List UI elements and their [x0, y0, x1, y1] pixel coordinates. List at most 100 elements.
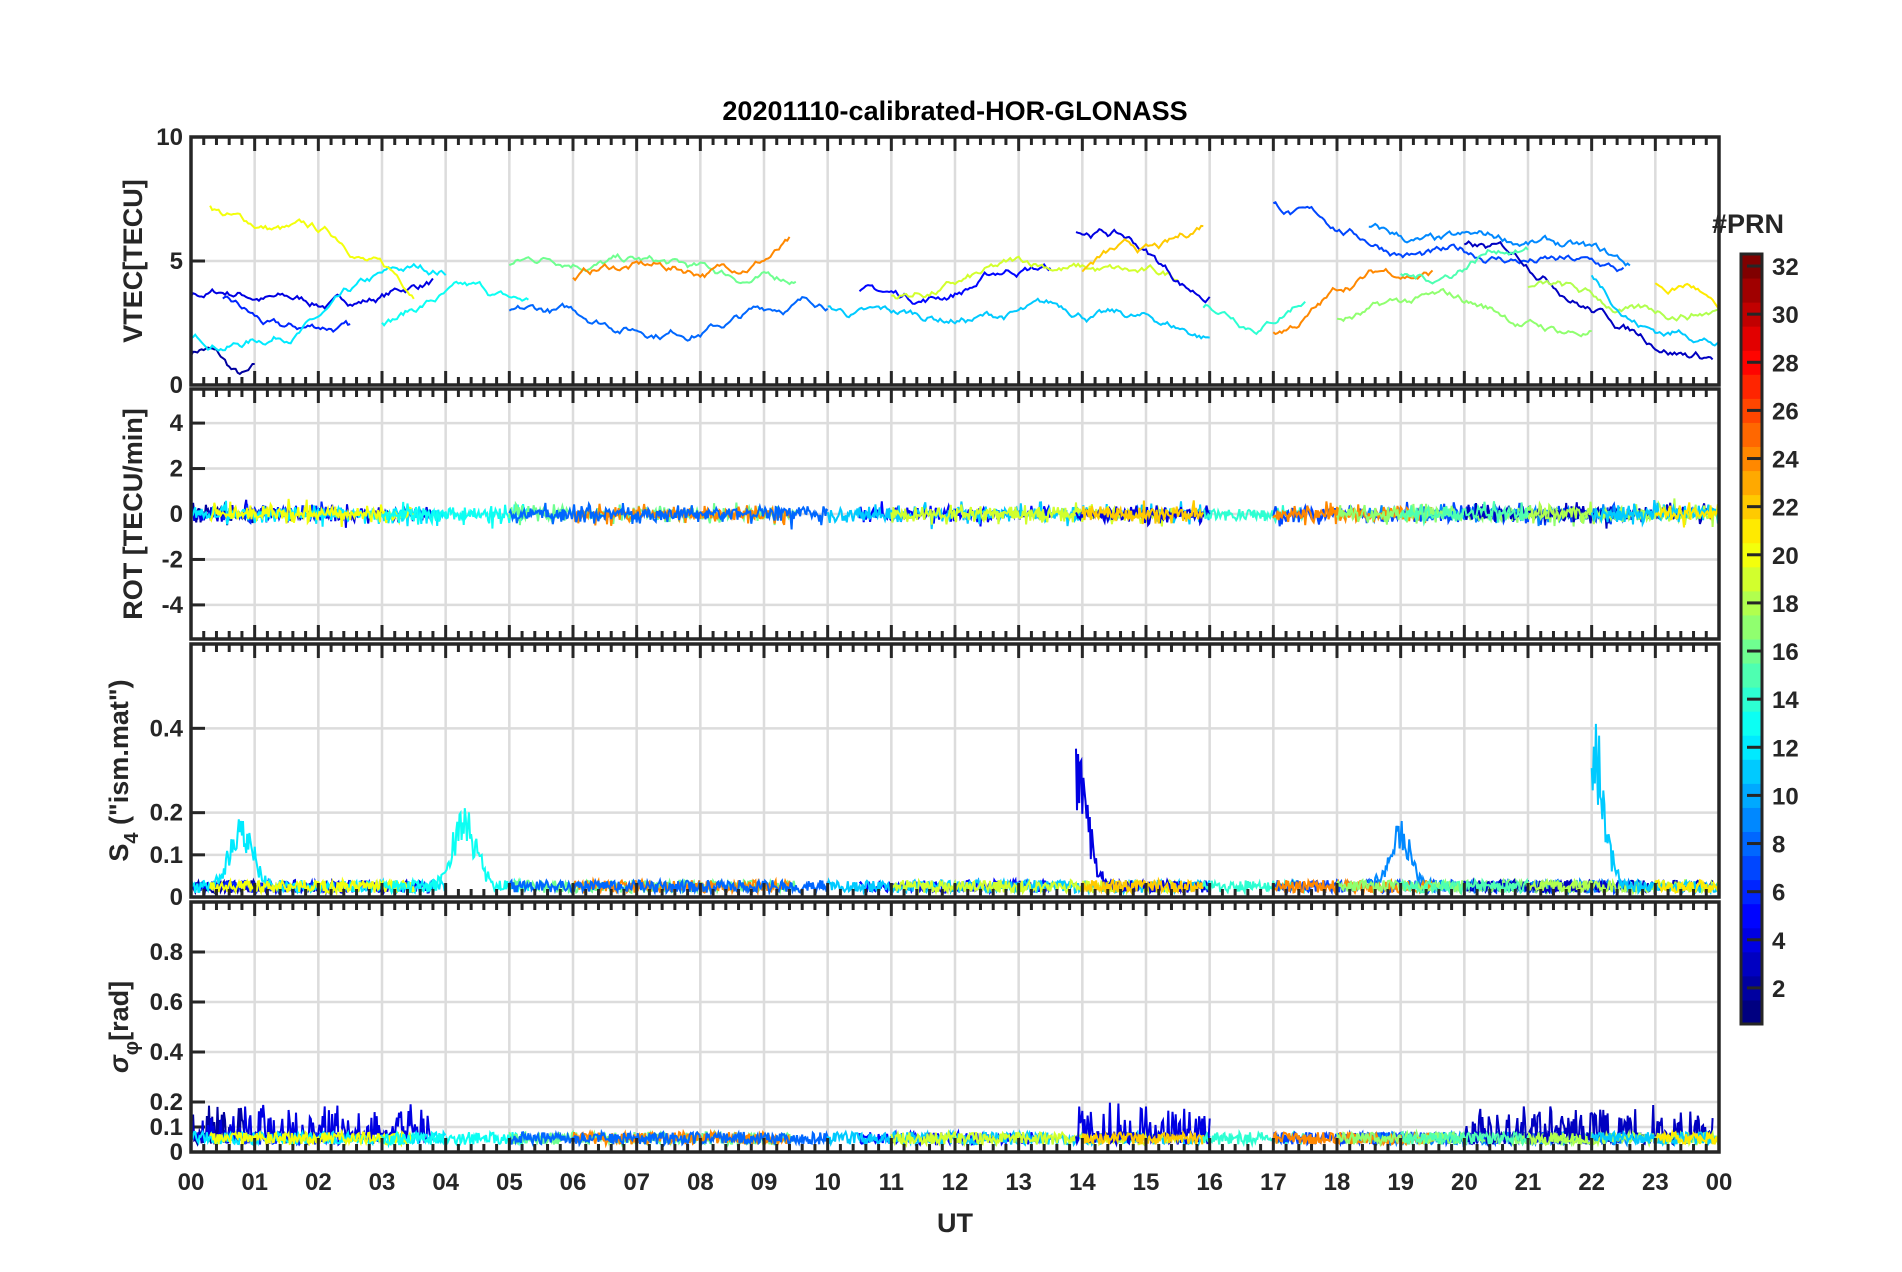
series-prn-15 [1400, 246, 1529, 285]
colorbar-tick-label: 24 [1772, 447, 1799, 474]
colorbar-tick-label: 18 [1772, 591, 1799, 618]
series-prn-8 [508, 296, 829, 342]
x-tick-label: 06 [560, 1169, 587, 1196]
ylabel-sub: 4 [121, 832, 143, 844]
y-tick-label: 0.6 [150, 989, 183, 1016]
series-prn-8 [508, 1128, 829, 1148]
y-tick-label: 10 [156, 124, 183, 151]
x-tick-label: 14 [1069, 1169, 1096, 1196]
y-tick-label: 0 [170, 501, 183, 528]
colorbar-tick-label: 28 [1772, 350, 1799, 377]
y-tick-label: 0.1 [150, 1114, 183, 1141]
series-prn-9 [1368, 222, 1631, 267]
colorbar-swatch [1741, 422, 1762, 447]
colorbar-tick-label: 16 [1772, 639, 1799, 666]
series-prn-20 [209, 876, 415, 897]
series-prn-13 [381, 280, 529, 327]
y-tick-label: 0 [170, 884, 183, 911]
y-tick-label: 0.8 [150, 939, 183, 966]
colorbar-label: #PRN [1712, 209, 1784, 239]
ylabel-main: S [104, 844, 134, 862]
ylabel-sub: φ [121, 1041, 143, 1055]
series-group [191, 498, 1719, 530]
series-prn-14 [1202, 301, 1306, 336]
series-prn-19 [891, 255, 1178, 300]
colorbar-tick-label: 8 [1772, 832, 1785, 859]
y-axis-label: ROT [TECU/min] [118, 408, 148, 619]
x-tick-label: 18 [1324, 1169, 1351, 1196]
series-prn-13 [381, 501, 530, 529]
x-axis-label: UT [937, 1208, 973, 1238]
y-tick-label: -4 [162, 592, 184, 619]
y-tick-label: 0.2 [150, 1089, 183, 1116]
y-tick-label: 0 [170, 372, 183, 399]
colorbar-tick-label: 20 [1772, 543, 1799, 570]
ylabel-main: σ [104, 1054, 134, 1073]
series-prn-5 [858, 262, 1052, 305]
series-prn-11 [1590, 274, 1719, 347]
panel-3: 0 0.1 0.2 0.4 S4 ("ism.mat") [104, 642, 1721, 911]
x-tick-label: 12 [942, 1169, 969, 1196]
series-prn-4 [1075, 228, 1211, 304]
series-prn-3 [1463, 240, 1714, 361]
series-prn-18 [1527, 279, 1719, 322]
series-prn-7 [1272, 201, 1625, 273]
colorbar-swatch [1741, 711, 1762, 736]
series-prn-4 [191, 277, 434, 310]
x-tick-label: 15 [1133, 1169, 1160, 1196]
x-tick-label: 03 [369, 1169, 396, 1196]
y-tick-label: 0.2 [150, 800, 183, 827]
colorbar-swatch [1741, 566, 1762, 592]
colorbar-swatch [1741, 807, 1762, 832]
series-prn-8 [508, 876, 829, 897]
series-prn-13 [381, 1129, 530, 1147]
y-tick-label: 2 [170, 456, 183, 483]
y-axis-label: σφ[rad] [104, 981, 143, 1073]
y-axis-label: S4 ("ism.mat") [104, 679, 143, 861]
colorbar-tick-label: 30 [1772, 302, 1799, 329]
series-prn-2 [191, 346, 255, 376]
series-prn-15 [1399, 1130, 1529, 1147]
series-prn-20 [209, 205, 415, 300]
series-prn-21 [1654, 1128, 1719, 1147]
colorbar-swatch [1741, 326, 1762, 351]
series-prn-20 [209, 1128, 415, 1148]
colorbar-swatch [1741, 278, 1762, 303]
series-prn-24 [572, 236, 791, 282]
colorbar-swatch [1741, 518, 1762, 544]
y-tick-label: 0.1 [150, 842, 183, 869]
y-tick-label: 0.4 [150, 715, 184, 742]
colorbar-swatch [1741, 470, 1762, 496]
colorbar-swatch [1741, 855, 1762, 881]
x-tick-label: 23 [1642, 1169, 1669, 1196]
series-prn-4 [1075, 1102, 1211, 1148]
x-tick-label: 08 [687, 1169, 714, 1196]
y-tick-label: -2 [162, 546, 183, 573]
colorbar-swatch [1741, 903, 1762, 929]
x-tick-label: 13 [1005, 1169, 1032, 1196]
x-tick-label: 10 [814, 1169, 841, 1196]
series-prn-22 [1081, 224, 1204, 273]
series-prn-21 [1654, 502, 1719, 528]
x-tick-label: 09 [751, 1169, 778, 1196]
series-prn-11 [827, 297, 1210, 340]
y-tick-label: 0.4 [150, 1039, 184, 1066]
y-tick-label: 0 [170, 1139, 183, 1166]
colorbar-tick-label: 26 [1772, 398, 1799, 425]
y-axis-label: VTEC[TECU] [118, 179, 148, 343]
series-prn-20 [209, 498, 415, 527]
colorbar-swatch [1741, 374, 1762, 399]
panel-4: 00.10.2 0.4 0.6 0.8 σφ[rad] [104, 900, 1721, 1166]
series-prn-17 [1336, 287, 1592, 338]
ylabel-rest: ("ism.mat") [104, 679, 134, 832]
colorbar-tick-label: 4 [1772, 928, 1786, 955]
panel-2: -4 -2 0 2 4 ROT [TECU/min] [118, 387, 1721, 641]
ylabel-rest: [rad] [104, 981, 134, 1041]
x-tick-label: 21 [1515, 1169, 1542, 1196]
x-tick-label: 17 [1260, 1169, 1287, 1196]
colorbar-swatch [1741, 951, 1762, 977]
x-tick-label: 01 [241, 1169, 268, 1196]
x-tick-label: 22 [1578, 1169, 1605, 1196]
